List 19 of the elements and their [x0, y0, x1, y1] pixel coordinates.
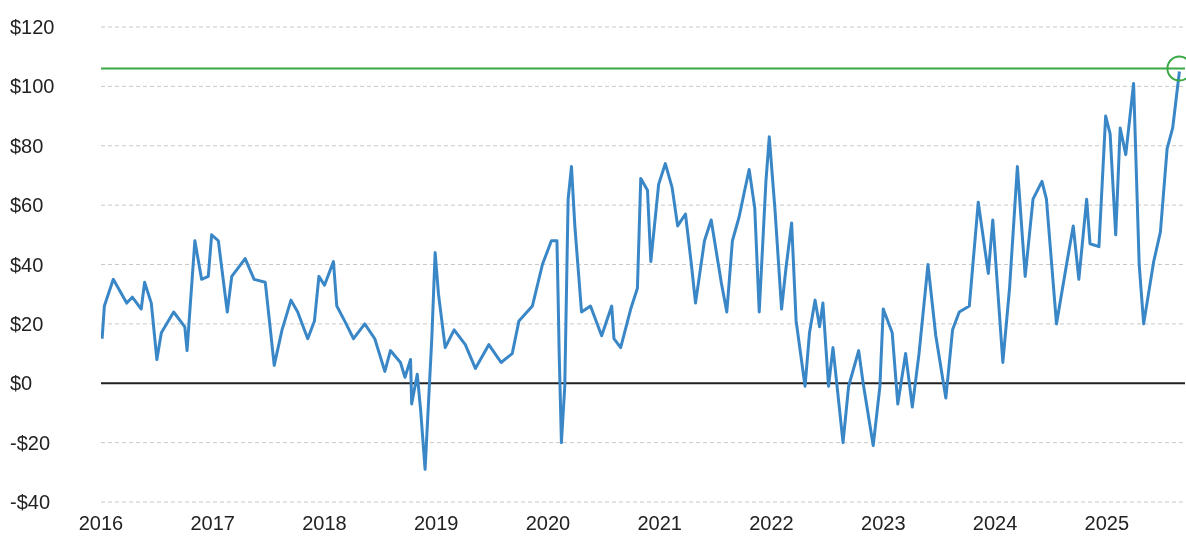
x-tick-label: 2016	[78, 512, 124, 535]
y-tick-label: $120	[10, 16, 55, 39]
x-tick-label: 2022	[749, 512, 794, 535]
y-tick-label: $60	[10, 194, 44, 217]
x-tick-label: 2018	[302, 512, 347, 535]
y-tick-label: $20	[10, 312, 44, 335]
y-tick-label: $80	[10, 134, 44, 157]
y-tick-label: -$40	[10, 491, 51, 514]
x-tick-label: 2023	[861, 512, 906, 535]
y-tick-label: -$20	[10, 431, 51, 454]
x-tick-label: 2017	[190, 512, 235, 535]
x-tick-label: 2021	[637, 512, 683, 535]
y-tick-label: $40	[10, 253, 44, 276]
y-tick-label: $100	[10, 75, 55, 98]
x-tick-label: 2019	[414, 512, 459, 535]
x-tick-label: 2024	[972, 512, 1018, 535]
x-tick-label: 2020	[525, 512, 571, 535]
y-tick-label: $0	[10, 372, 33, 395]
x-tick-label: 2025	[1084, 512, 1130, 535]
